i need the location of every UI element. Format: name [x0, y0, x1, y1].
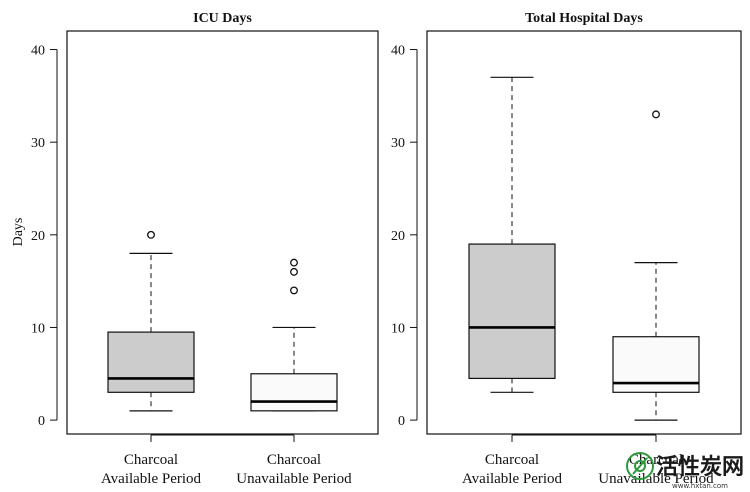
watermark-text: 活性炭网 — [656, 454, 744, 480]
y-tick-label: 10 — [31, 321, 45, 336]
box — [468, 243, 556, 380]
panel-title: Total Hospital Days — [525, 11, 643, 26]
y-tick-label: 30 — [391, 136, 405, 151]
outlier-point — [290, 258, 298, 267]
x-category-label: Charcoal Unavailable Period — [236, 452, 352, 487]
total-hospital-days-panel: Total Hospital Days 0 10 20 30 40 Charcoal Avai… — [391, 11, 742, 487]
y-tick-label: 20 — [391, 229, 405, 244]
outlier-point — [147, 230, 155, 239]
watermark-logo-icon — [626, 452, 654, 480]
y-axis-label: Days — [11, 218, 26, 247]
outlier-point — [290, 286, 298, 295]
x-category-label: Charcoal Available Period — [101, 452, 202, 487]
plot-frame — [426, 30, 742, 435]
box — [107, 331, 195, 393]
outlier-point — [652, 110, 660, 119]
y-tick-label: 20 — [31, 229, 45, 244]
y-tick-label: 0 — [38, 414, 45, 429]
y-tick-label: 40 — [31, 44, 45, 59]
watermark-url: www.hxtan.com — [672, 482, 728, 490]
plot-frame — [66, 30, 379, 435]
icu-days-panel: ICU Days 0 10 20 30 40 Charcoal Available Perio… — [31, 11, 379, 487]
box — [250, 373, 338, 412]
panel-title: ICU Days — [193, 11, 252, 26]
y-tick-label: 40 — [391, 44, 405, 59]
watermark: 活性炭网 www.hxtan.com — [626, 452, 744, 490]
y-tick-label: 30 — [31, 136, 45, 151]
outlier-point — [290, 267, 298, 276]
y-tick-label: 10 — [391, 321, 405, 336]
y-tick-label: 0 — [398, 414, 405, 429]
x-category-label: Charcoal Available Period — [462, 452, 563, 487]
